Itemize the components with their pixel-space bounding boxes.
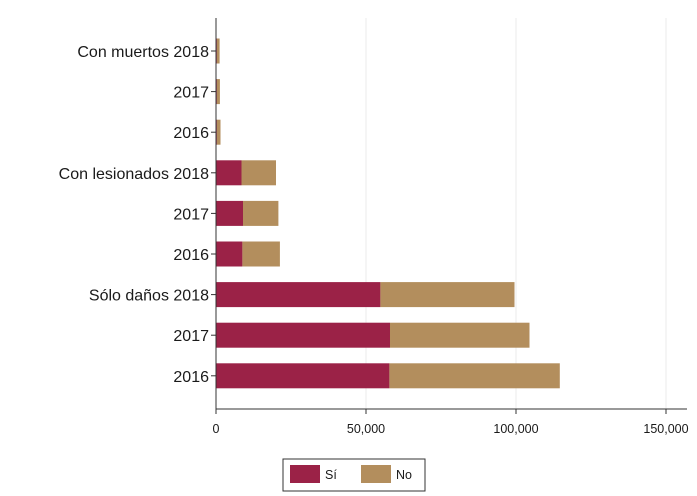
bar-segment-no bbox=[390, 322, 530, 348]
legend-swatch-no bbox=[361, 465, 391, 483]
legend-label-si: Sí bbox=[325, 468, 337, 482]
axes bbox=[211, 18, 687, 414]
x-tick-label: 100,000 bbox=[493, 422, 538, 436]
bar-segment-no bbox=[243, 200, 279, 226]
x-tick-label: 50,000 bbox=[347, 422, 385, 436]
legend-label-no: No bbox=[396, 468, 412, 482]
bar-segment-no bbox=[216, 79, 220, 105]
category-label: 2016 bbox=[173, 247, 209, 264]
x-tick-labels: 0 50,000 100,000 150,000 bbox=[213, 422, 689, 436]
category-label: 2017 bbox=[173, 206, 209, 223]
bar-segment-si bbox=[216, 160, 242, 186]
bar-segment-no bbox=[216, 119, 221, 145]
legend: Sí No bbox=[282, 458, 426, 492]
legend-swatch-si bbox=[290, 465, 320, 483]
bar-segment-si bbox=[216, 241, 243, 267]
x-tick-label: 0 bbox=[213, 422, 220, 436]
bar-segment-si bbox=[216, 322, 390, 348]
gridlines bbox=[365, 18, 667, 409]
x-tick-label: 150,000 bbox=[643, 422, 688, 436]
category-label: 2017 bbox=[173, 328, 209, 345]
category-label: Con muertos 2018 bbox=[77, 44, 209, 61]
category-label: 2016 bbox=[173, 369, 209, 386]
bar-segment-no bbox=[242, 241, 280, 267]
bar-segment-si bbox=[216, 200, 243, 226]
bar-segment-no bbox=[216, 38, 220, 64]
bar-segment-no bbox=[241, 160, 276, 186]
category-labels: Con muertos 2018 2017 2016 Con lesionados 2… bbox=[59, 44, 209, 386]
bar-segment-no bbox=[380, 282, 515, 308]
category-label: 2017 bbox=[173, 85, 209, 102]
bar-segment-si bbox=[216, 282, 381, 308]
bar-segment-si bbox=[216, 363, 390, 389]
bar-segment-no bbox=[389, 363, 560, 389]
category-label: Con lesionados 2018 bbox=[59, 166, 209, 183]
category-label: 2016 bbox=[173, 125, 209, 142]
category-label: Sólo daños 2018 bbox=[89, 288, 209, 305]
bars bbox=[216, 38, 560, 389]
